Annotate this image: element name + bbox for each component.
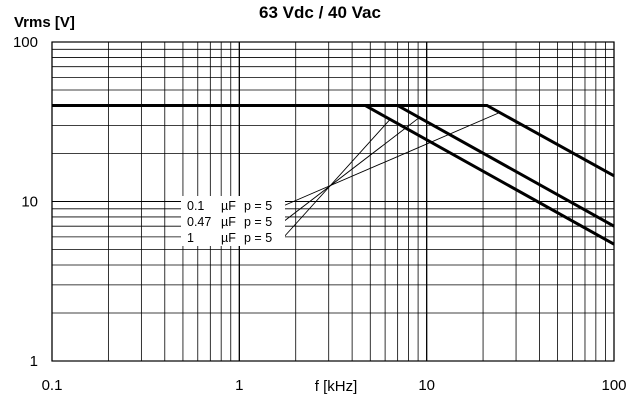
label-leader-line (282, 112, 500, 207)
y-tick-label: 100 (13, 34, 38, 51)
series-label: µF (221, 231, 236, 245)
y-axis-label: Vrms [V] (14, 14, 75, 31)
series-label: µF (221, 215, 236, 229)
label-leader-line (282, 119, 391, 239)
series-label: 0.1 (187, 199, 204, 213)
series-label: 0.47 (187, 215, 211, 229)
x-tick-label: 100 (601, 377, 626, 394)
chart-title: 63 Vdc / 40 Vac (259, 3, 381, 22)
series-label: p = 5 (244, 231, 272, 245)
y-tick-label: 10 (21, 194, 38, 211)
plot-series (52, 104, 615, 246)
series-label: µF (221, 199, 236, 213)
x-tick-label: 1 (235, 377, 243, 394)
series-label: p = 5 (244, 215, 272, 229)
series-label: p = 5 (244, 199, 272, 213)
plot-grid (51, 41, 615, 362)
series-line (52, 104, 615, 178)
series-labels: 0.1 µF p = 5 0.47 µF p = 5 1 µF p = 5 (181, 112, 500, 246)
x-axis-label: f [kHz] (315, 378, 358, 395)
series-line (52, 104, 615, 228)
label-leader-line (282, 117, 420, 223)
x-tick-label: 10 (418, 377, 435, 394)
plot-frame (51, 41, 615, 362)
series-line (52, 104, 615, 246)
label-box (181, 196, 285, 246)
series-label: 1 (187, 231, 194, 245)
y-tick-label: 1 (30, 353, 38, 370)
x-tick-label: 0.1 (42, 377, 63, 394)
